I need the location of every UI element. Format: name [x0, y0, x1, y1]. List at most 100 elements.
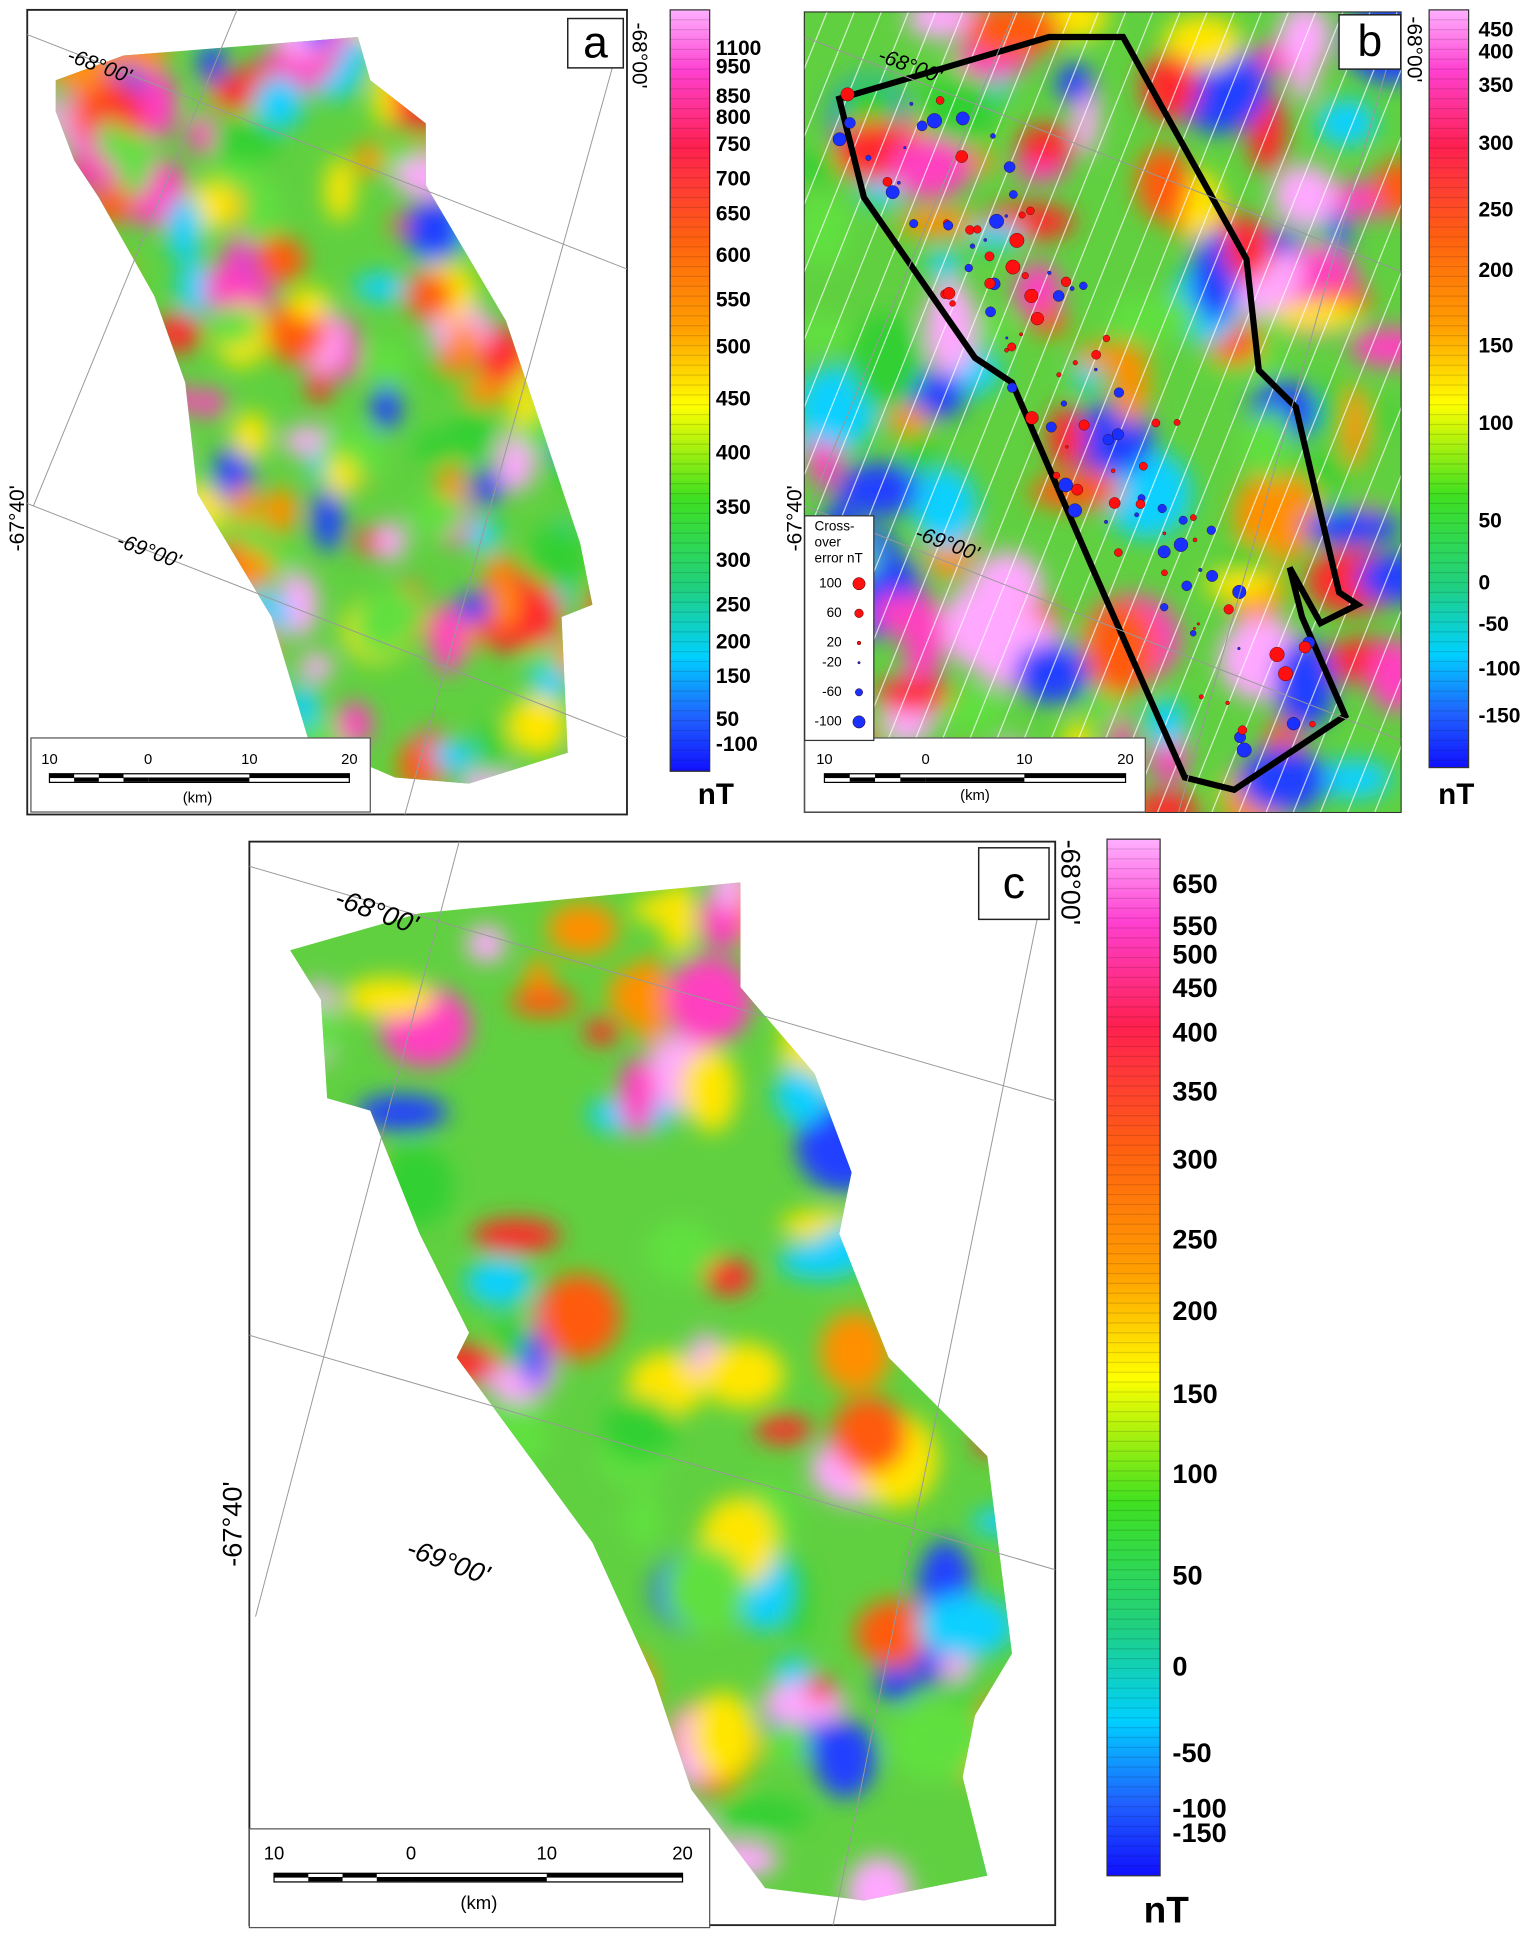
anomaly	[964, 12, 1062, 59]
colorbar-tick-label: 450	[1478, 18, 1513, 41]
coord-label: -67°40'	[784, 485, 807, 551]
survey-outline	[835, 33, 1364, 794]
anomaly	[602, 1397, 677, 1462]
scale-tick-label: 10	[816, 752, 832, 768]
colorbar-tick-label: 200	[1172, 1295, 1217, 1326]
crossover-dot	[1052, 471, 1061, 480]
crossover-dot	[1190, 630, 1197, 637]
crossover-dot	[832, 132, 847, 147]
anomaly	[680, 1051, 734, 1125]
flight-line	[994, 12, 1317, 813]
crossover-dot	[1003, 161, 1016, 173]
anomaly	[645, 1220, 718, 1282]
crossover-dot	[1007, 382, 1018, 393]
colorbar-tick-label: 0	[1172, 1651, 1187, 1682]
anomaly	[1356, 552, 1401, 604]
colorbar-tick-label: 50	[1478, 510, 1501, 533]
colorbar-tick-label: 400	[716, 442, 751, 465]
flight-line	[1184, 272, 1401, 813]
anomaly	[1056, 63, 1094, 104]
crossover-dot	[942, 287, 956, 300]
anomaly	[430, 740, 477, 770]
crossover-dot	[896, 180, 901, 185]
anomaly	[262, 488, 299, 533]
crossover-dot	[1056, 372, 1062, 378]
anomaly	[913, 1647, 942, 1688]
scale-seg	[148, 777, 250, 782]
scale-seg	[376, 1876, 412, 1882]
anomaly	[608, 967, 661, 1024]
flight-line	[804, 12, 882, 205]
scale-unit: (km)	[960, 788, 990, 804]
crossover-dot	[885, 185, 900, 200]
anomaly	[618, 1057, 656, 1135]
colorbar-tick-label: 300	[1172, 1143, 1217, 1174]
colorbar	[669, 9, 711, 772]
scale-seg	[546, 1873, 683, 1878]
anomaly	[1272, 164, 1338, 227]
anomaly	[1047, 406, 1085, 470]
scale-tick-label: 0	[406, 1843, 416, 1864]
anomaly	[448, 408, 498, 461]
coord-label: -68°00'	[628, 23, 651, 89]
crossover-dot	[1298, 641, 1312, 654]
anomaly	[354, 142, 383, 176]
graticule	[810, 12, 1015, 504]
anomaly	[1316, 378, 1346, 441]
anomaly	[131, 188, 175, 227]
colorbar-tick-label: 500	[1172, 939, 1217, 970]
anomaly	[528, 646, 558, 672]
legend-label: -20	[822, 654, 842, 669]
scale-seg	[925, 777, 1025, 782]
crossover-dot	[882, 177, 893, 187]
anomaly	[404, 271, 453, 321]
anomaly	[875, 676, 952, 713]
colorbar	[1428, 9, 1470, 769]
crossover-dot	[1135, 499, 1146, 509]
anomaly	[509, 988, 578, 1017]
anomaly	[188, 389, 227, 417]
anomaly	[916, 1593, 1013, 1658]
crossover-dots	[832, 87, 1316, 758]
crossover-dot	[1058, 477, 1073, 493]
crossover-dot	[1019, 332, 1023, 337]
colorbar-tick-label: 400	[1172, 1016, 1217, 1047]
flight-line	[1021, 12, 1344, 813]
flight-line	[804, 12, 964, 408]
scale-tick-label: 20	[341, 752, 357, 768]
flight-line	[1211, 339, 1401, 813]
crossover-dot	[1160, 603, 1169, 612]
anomaly	[940, 689, 1005, 730]
anomaly	[492, 1314, 525, 1371]
crossover-dot	[1157, 545, 1171, 559]
flight-line	[1319, 610, 1401, 813]
anomaly	[415, 429, 451, 466]
crossover-dot	[964, 263, 973, 273]
crossover-dot	[1104, 519, 1108, 524]
crossover-dot	[1047, 270, 1052, 275]
crossover-dot	[1278, 666, 1293, 682]
crossover-dot	[844, 117, 856, 129]
crossover-dot	[973, 225, 982, 234]
colorbar-tick-label: -100	[1478, 658, 1520, 681]
scale-tick-label: 20	[1117, 752, 1133, 768]
anomaly	[889, 136, 972, 199]
crossover-dot	[1181, 580, 1192, 592]
colorbar-tick-label: 200	[1478, 259, 1513, 282]
scale-tick-label: 10	[1016, 752, 1032, 768]
scale-tick-label: 0	[144, 752, 152, 768]
anomaly	[343, 977, 435, 1018]
graticule	[27, 503, 628, 739]
anomaly	[926, 250, 962, 279]
coord-label: -68°00'	[1056, 840, 1087, 925]
colorbar-tick-label: 250	[1478, 199, 1513, 222]
crossover-dot	[909, 101, 914, 106]
anomaly	[141, 71, 178, 140]
colorbar-tick-label: 600	[716, 244, 751, 267]
crossover-dot	[1192, 537, 1198, 543]
anomaly	[712, 882, 744, 912]
anomaly	[547, 903, 618, 955]
anomaly	[471, 1218, 561, 1253]
colorbar-tick-label: 150	[1478, 334, 1513, 357]
